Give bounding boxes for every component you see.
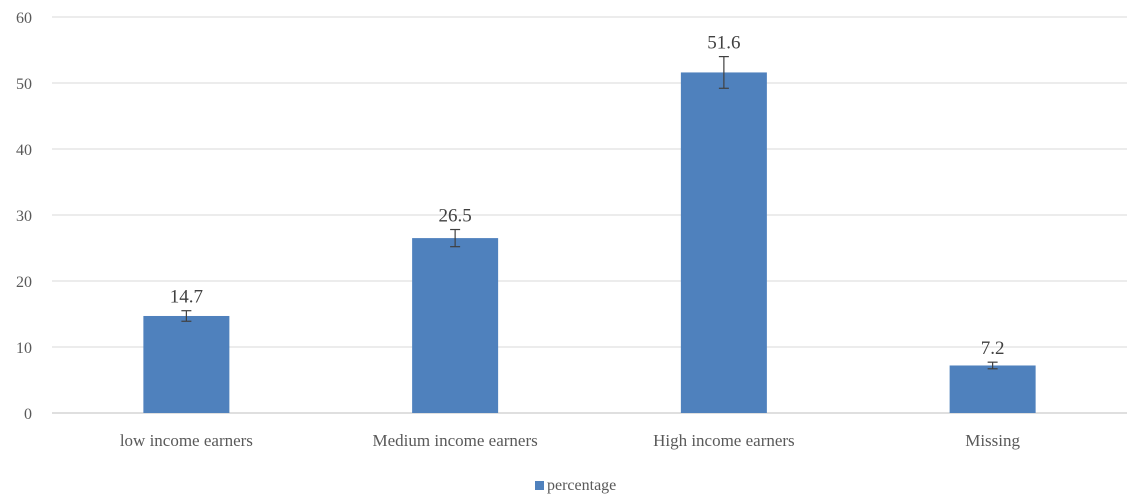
- gridlines: [52, 16, 1127, 414]
- x-category-label: Missing: [965, 431, 1020, 450]
- x-category-label: Medium income earners: [373, 431, 538, 450]
- error-bar: [987, 361, 998, 370]
- y-tick-label: 60: [16, 10, 32, 27]
- bar: [143, 315, 230, 413]
- x-category-label: High income earners: [653, 431, 795, 450]
- y-tick-label: 30: [16, 208, 32, 225]
- error-bar: [450, 228, 461, 248]
- data-label: 14.7: [170, 287, 203, 308]
- data-labels: 14.7 26.5 51.6 7.2: [170, 33, 1005, 360]
- data-label: 7.2: [981, 338, 1005, 359]
- y-tick-label: 50: [16, 76, 32, 93]
- legend-label: percentage: [547, 477, 616, 494]
- x-category-label: low income earners: [120, 431, 253, 450]
- x-axis-category-labels: low income earners Medium income earners H…: [120, 431, 1021, 450]
- legend-swatch: [535, 481, 544, 490]
- legend: percentage: [535, 477, 616, 494]
- bar: [680, 72, 767, 413]
- error-bar: [718, 55, 729, 89]
- y-tick-label: 20: [16, 274, 32, 291]
- bar: [412, 238, 499, 413]
- y-tick-label: 0: [24, 406, 32, 423]
- y-tick-label: 10: [16, 340, 32, 357]
- bar: [949, 365, 1036, 413]
- data-label: 26.5: [439, 206, 472, 227]
- error-bars: [181, 55, 998, 370]
- data-label: 51.6: [707, 33, 740, 54]
- y-axis-tick-labels: 0 10 20 30 40 50 60: [16, 10, 32, 423]
- bars: [143, 72, 1036, 413]
- error-bar: [181, 310, 192, 322]
- y-tick-label: 40: [16, 142, 32, 159]
